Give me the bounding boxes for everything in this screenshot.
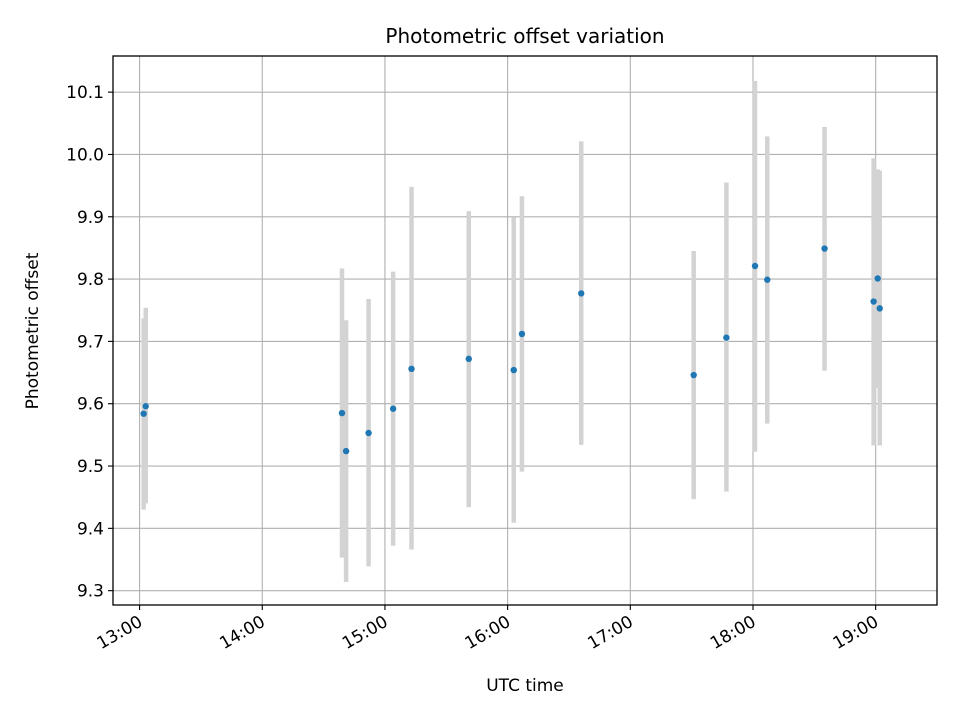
grid [113, 56, 937, 605]
data-point [338, 409, 346, 417]
data-point [874, 275, 881, 282]
data-point [342, 447, 350, 455]
y-tick-label: 10.1 [66, 83, 104, 103]
data-point [510, 366, 517, 374]
data-point [408, 365, 415, 373]
data-point [764, 276, 771, 283]
y-tick-label: 9.5 [77, 457, 104, 477]
x-axis-label: UTC time [486, 676, 564, 696]
data-point [751, 262, 759, 270]
y-axis-label: Photometric offset [23, 252, 43, 409]
data-point [465, 355, 472, 363]
plot-frame [112, 55, 938, 606]
data-point [518, 330, 526, 338]
data-point [365, 429, 372, 437]
y-axis-ticks: 9.3 9.4 9.5 9.6 9.7 9.8 9.9 10.0 10.1 [66, 83, 113, 602]
y-tick-label: 9.8 [77, 270, 104, 290]
data-point [578, 290, 585, 297]
y-tick-label: 9.6 [77, 395, 104, 415]
data-point [140, 410, 147, 417]
data-point [821, 245, 828, 252]
data-point [870, 298, 877, 305]
data-point [690, 371, 697, 379]
y-tick-label: 9.7 [77, 332, 104, 352]
chart-title: Photometric offset variation [385, 24, 664, 48]
y-tick-label: 10.0 [66, 145, 104, 165]
data-point [723, 334, 730, 341]
y-tick-label: 9.9 [77, 208, 104, 228]
data-points [140, 245, 883, 455]
y-tick-label: 9.3 [77, 582, 104, 602]
data-point [142, 403, 149, 410]
data-point [389, 405, 397, 412]
y-tick-label: 9.4 [77, 519, 104, 539]
data-point [876, 305, 883, 312]
